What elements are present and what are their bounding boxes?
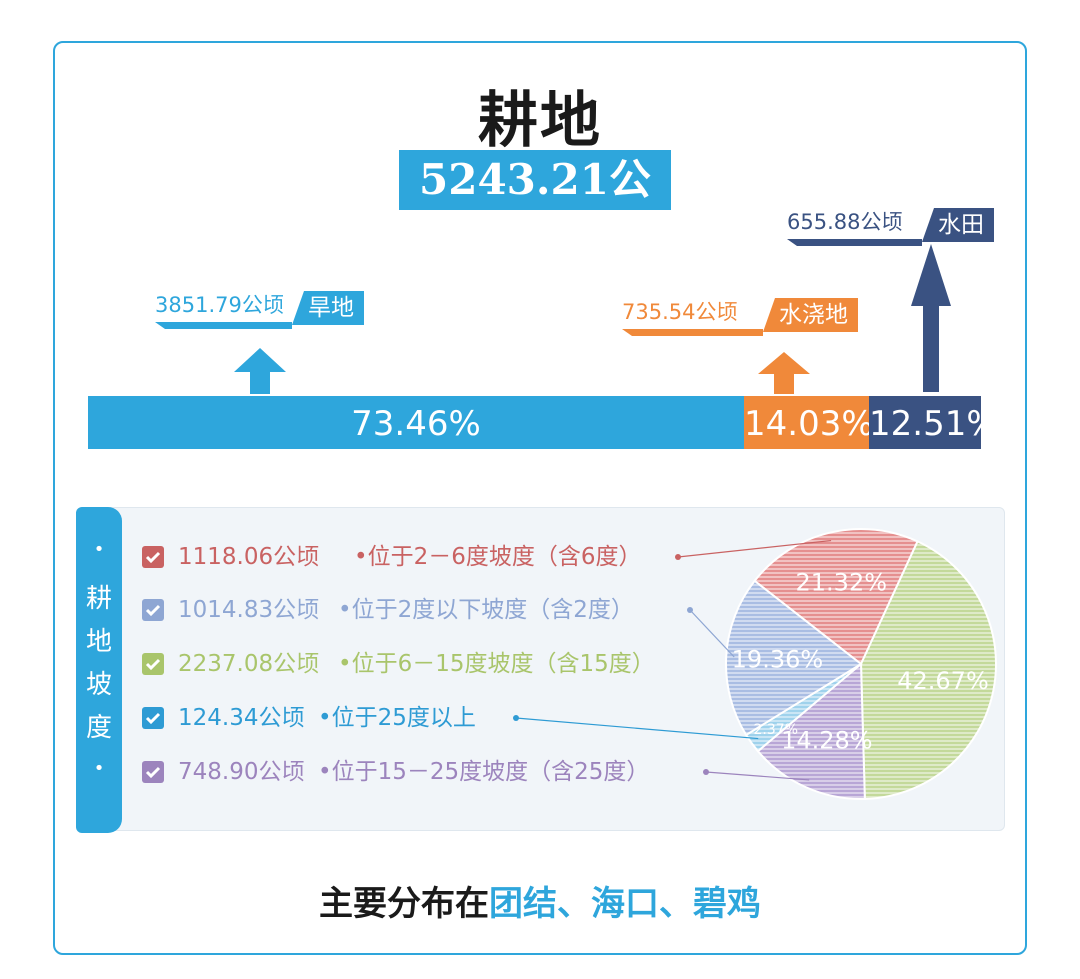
bar-segment: 14.03% — [744, 396, 874, 449]
checkbox-icon — [142, 707, 164, 729]
legend-amount: 124.34公顷 — [178, 705, 305, 731]
legend-amount: 2237.08公顷 — [178, 651, 320, 677]
footer-summary: 主要分布在团结、海口、碧鸡 — [0, 876, 1080, 925]
legend-amount: 1014.83公顷 — [178, 597, 320, 623]
tag-value: 3851.79公顷 — [155, 293, 284, 317]
side-char: 地 — [85, 627, 112, 657]
tag-label: 水田 — [922, 208, 994, 242]
legend-amount: 748.90公顷 — [178, 759, 305, 785]
bar-segment: 73.46% — [88, 396, 744, 449]
side-char: 耕 — [85, 584, 112, 614]
checkbox-icon — [142, 546, 164, 568]
legend-description: •位于2－6度坡度（含6度） — [354, 544, 642, 570]
legend-description: •位于25度以上 — [318, 705, 476, 731]
tag-underline — [787, 239, 922, 246]
total-area: 5243.21公顷 — [399, 150, 671, 264]
tag-underline — [622, 329, 763, 336]
tag-label: 水浇地 — [763, 298, 858, 332]
tag-label: 旱地 — [292, 291, 364, 325]
legend-description: •位于2度以下坡度（含2度） — [338, 597, 634, 623]
checkbox-icon — [142, 761, 164, 783]
legend-item: 2237.08公顷 •位于6－15度坡度（含15度） — [142, 649, 706, 679]
legend-item: 1118.06公顷 •位于2－6度坡度（含6度） — [142, 542, 678, 572]
side-char: • — [93, 758, 105, 779]
bar-segment: 12.51% — [869, 396, 999, 449]
side-char: 度 — [85, 713, 112, 743]
legend-description: •位于6－15度坡度（含15度） — [338, 651, 655, 677]
slope-side-label: • 耕 地 坡 度 • — [76, 507, 122, 833]
footer-prefix: 主要分布在 — [319, 884, 489, 924]
legend-description: •位于15－25度坡度（含25度） — [318, 759, 650, 785]
checkbox-icon — [142, 653, 164, 675]
side-char: • — [93, 539, 105, 560]
tag-dryland: 3851.79公顷 旱地 — [155, 291, 364, 329]
tag-value: 735.54公顷 — [622, 300, 738, 324]
page-title: 耕地 — [478, 86, 602, 156]
arrow-up-icon — [234, 348, 286, 394]
tag-underline — [155, 322, 292, 329]
checkbox-icon — [142, 599, 164, 621]
legend-item: 124.34公顷 •位于25度以上 — [142, 703, 516, 733]
legend-item: 1014.83公顷 •位于2度以下坡度（含2度） — [142, 595, 690, 625]
legend-amount: 1118.06公顷 — [178, 544, 320, 570]
tag-irrigated: 735.54公顷 水浇地 — [622, 298, 867, 336]
tag-paddy: 655.88公顷 水田 — [787, 208, 1007, 246]
tag-value: 655.88公顷 — [787, 210, 903, 234]
arrow-up-icon — [911, 244, 951, 392]
arrow-up-icon — [758, 352, 810, 394]
legend-item: 748.90公顷 •位于15－25度坡度（含25度） — [142, 757, 706, 787]
side-char: 坡 — [85, 670, 112, 700]
footer-places: 团结、海口、碧鸡 — [489, 884, 761, 924]
